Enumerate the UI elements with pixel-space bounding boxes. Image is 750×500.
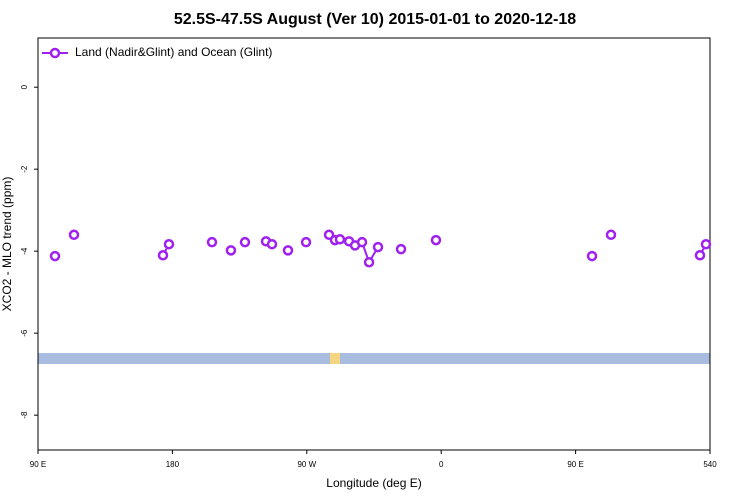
point [700, 238, 712, 250]
point [372, 241, 384, 253]
x-tick-label: 540 [703, 460, 717, 469]
x-tick-label: 180 [166, 460, 180, 469]
legend-label: Land (Nadir&Glint) and Ocean (Glint) [75, 45, 272, 59]
point [694, 250, 706, 261]
point [225, 245, 237, 256]
point [163, 238, 175, 250]
point [49, 250, 61, 262]
point [68, 229, 80, 241]
point [430, 234, 442, 246]
point [586, 250, 598, 262]
y-axis-label: XCO2 - MLO trend (ppm) [0, 177, 14, 312]
point [334, 234, 346, 245]
point [282, 245, 294, 256]
y-tick-label: -6 [20, 329, 29, 337]
point [363, 256, 375, 268]
land-patch [330, 353, 340, 364]
x-tick-label: 90 E [567, 460, 583, 469]
point [395, 243, 407, 255]
point [266, 238, 278, 250]
point [300, 236, 312, 248]
point [206, 236, 218, 248]
y-tick-label: -2 [20, 165, 29, 173]
legend-marker [49, 47, 61, 59]
y-tick-label: -8 [20, 411, 29, 419]
y-tick-label: -4 [20, 247, 29, 255]
point [356, 236, 368, 248]
x-axis-label: Longitude (deg E) [326, 476, 421, 490]
point [157, 250, 169, 261]
point [605, 229, 617, 241]
x-tick-label: 90 W [297, 460, 316, 469]
y-tick-label: 0 [20, 84, 29, 89]
x-tick-label: 0 [439, 460, 444, 469]
point [239, 236, 251, 248]
x-tick-label: 90 E [30, 460, 46, 469]
chart-title: 52.5S-47.5S August (Ver 10) 2015-01-01 t… [174, 11, 576, 28]
land-strip [38, 353, 710, 364]
